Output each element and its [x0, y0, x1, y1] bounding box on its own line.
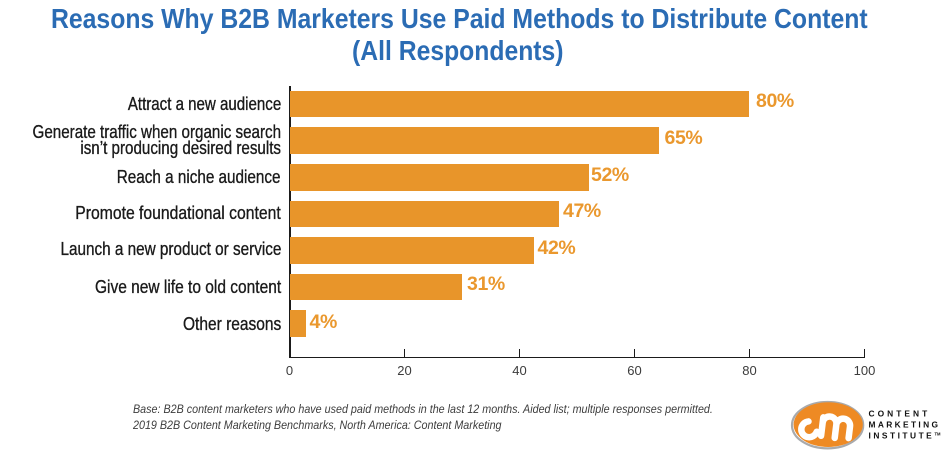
svg-text:MARKETING: MARKETING: [869, 420, 941, 430]
svg-text:INSTITUTE: INSTITUTE: [869, 431, 935, 441]
svg-text:CONTENT: CONTENT: [869, 409, 931, 419]
svg-text:TM: TM: [935, 432, 941, 437]
